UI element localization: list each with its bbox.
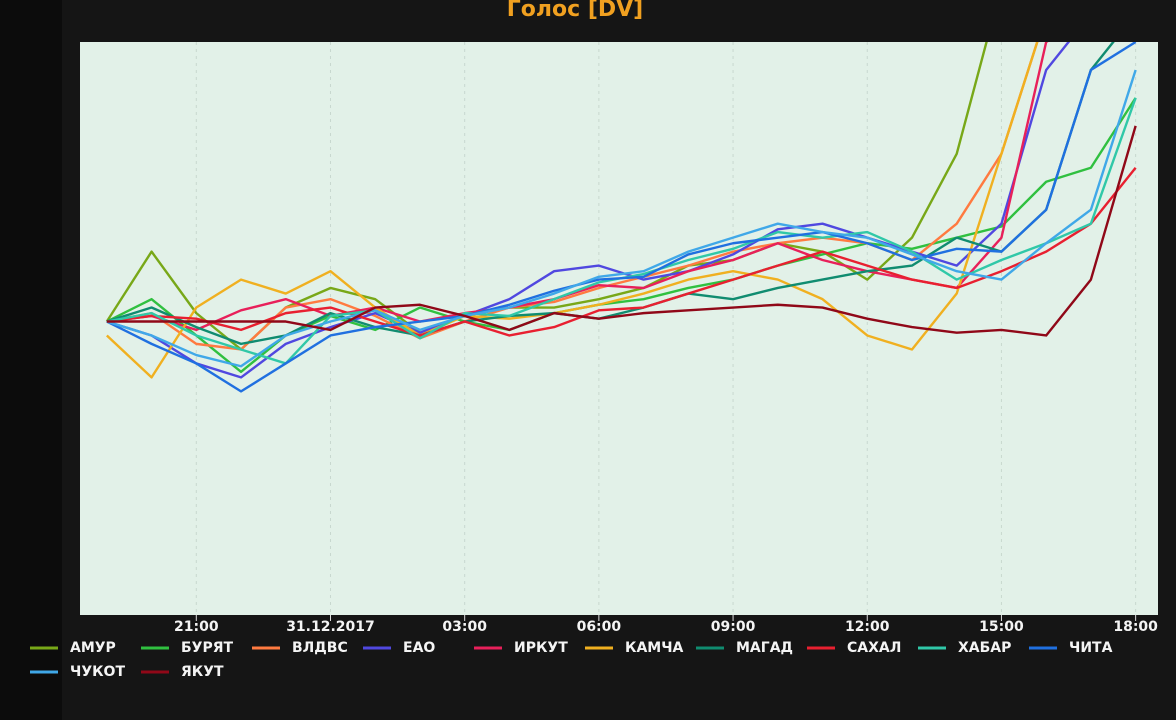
series-line — [106, 42, 1049, 332]
x-tick-label: 31.12.2017 — [286, 619, 375, 635]
x-tick-label: 03:00 — [442, 619, 487, 635]
legend-label: МАГАД — [736, 640, 793, 656]
legend-label: ЯКУТ — [181, 664, 224, 680]
x-tick-label: 21:00 — [174, 619, 219, 635]
x-tick-label: 06:00 — [577, 619, 622, 635]
series-line — [106, 42, 1137, 393]
series-line — [106, 69, 1137, 368]
legend-label: КАМЧА — [625, 640, 684, 656]
x-tick-label: 09:00 — [711, 619, 756, 635]
x-tick-label: 12:00 — [845, 619, 890, 635]
legend-label: ЧИТА — [1069, 640, 1113, 656]
x-tick-label: 18:00 — [1113, 619, 1158, 635]
series-line — [106, 167, 1137, 337]
chart-title: Голос [DV] — [507, 0, 643, 22]
legend-label: ИРКУТ — [514, 640, 568, 656]
series-line — [106, 42, 1039, 351]
series-line — [106, 42, 1115, 346]
legend-label: ВЛДВС — [292, 640, 348, 656]
legend-label: БУРЯТ — [181, 640, 234, 656]
series-line — [106, 42, 1071, 379]
plot-area — [80, 42, 1158, 615]
x-tick-label: 15:00 — [979, 619, 1024, 635]
legend-label: ЕАО — [403, 640, 435, 656]
series-line — [106, 125, 1137, 337]
legend-label: САХАЛ — [847, 640, 901, 656]
legend-label: ЧУКОТ — [70, 664, 125, 680]
legend-label: ХАБАР — [958, 640, 1011, 656]
legend-label: АМУР — [70, 640, 116, 656]
series-line — [106, 42, 1039, 379]
